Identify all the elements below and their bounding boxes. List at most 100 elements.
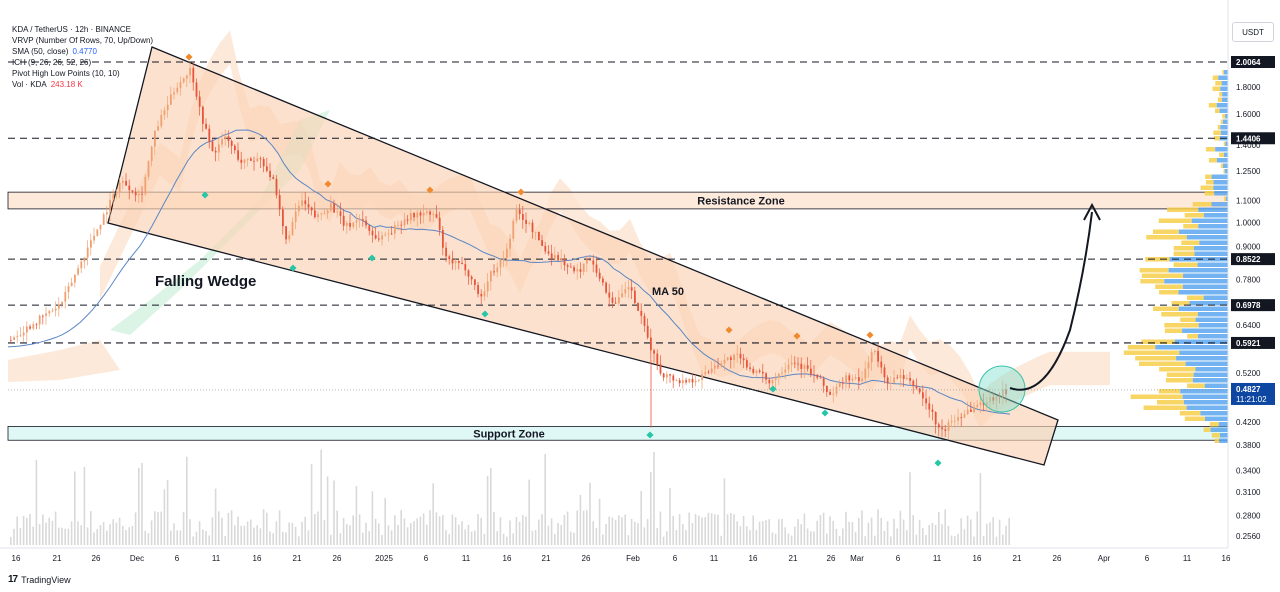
volume-bar (672, 515, 674, 545)
x-tick-label: 16 (12, 554, 21, 563)
candle-body (221, 139, 223, 145)
candle-body (275, 178, 278, 196)
volume-bar (349, 525, 351, 545)
projection-arrow (1009, 211, 1093, 391)
currency-button[interactable]: USDT (1232, 22, 1274, 42)
candle-body (592, 260, 595, 265)
pivot-high-marker (185, 53, 193, 61)
volume-bar (218, 511, 220, 545)
volume-bar (352, 515, 354, 545)
volume-bar (861, 510, 863, 545)
symbol-line[interactable]: KDA / TetherUS · 12h · BINANCE (12, 25, 132, 34)
candle-body (96, 229, 99, 236)
volume-bar (480, 517, 482, 545)
volume-bar (525, 516, 527, 545)
volume-bar (422, 513, 425, 545)
vrvp-up-bar (1198, 224, 1228, 229)
candle-body (813, 374, 815, 376)
volume-bar (733, 514, 735, 545)
x-tick-label: 26 (333, 554, 342, 563)
candle-body (586, 259, 588, 264)
volume-bar (477, 514, 479, 545)
volume-bar (902, 519, 905, 545)
vrvp-up-bar (1222, 163, 1228, 168)
volume-bar (838, 536, 841, 545)
candle-body (230, 141, 233, 146)
volume-bar (880, 518, 882, 545)
volume-bar (950, 535, 953, 545)
vrvp-line[interactable]: VRVP (Number Of Rows, 70, Up/Down) (12, 36, 154, 45)
ichimoku-line[interactable]: ICH (9, 26, 26, 52, 26) (12, 58, 92, 67)
volume-bar (605, 523, 607, 545)
candle-body (995, 396, 998, 401)
candle-body (954, 420, 956, 422)
pivot-line[interactable]: Pivot High Low Points (10, 10) (12, 69, 120, 78)
candle-body (845, 375, 847, 383)
candle-body (323, 213, 326, 215)
volume-bar (557, 523, 559, 545)
candle-body (77, 268, 79, 275)
vrvp-up-bar (1220, 86, 1228, 91)
tradingview-logo[interactable]: 17 TradingView (8, 574, 71, 585)
volume-bar (624, 514, 626, 545)
candle-body (166, 104, 169, 111)
volume-bar (333, 480, 335, 545)
volume-bar (336, 510, 338, 545)
volume-bar (970, 519, 972, 545)
vrvp-up-bar (1186, 405, 1228, 410)
candle-body (426, 211, 428, 213)
vrvp-down-bar (1219, 92, 1223, 97)
volume-bar (784, 527, 786, 545)
vrvp-up-bar (1193, 372, 1228, 377)
candle-body (406, 219, 409, 221)
vrvp-down-bar (1205, 180, 1214, 185)
volume-bar (848, 521, 850, 545)
vrvp-down-bar (1159, 290, 1179, 295)
vrvp-down-bar (1152, 229, 1179, 234)
vrvp-down-bar (1209, 422, 1219, 427)
volume-bar (771, 532, 774, 545)
candle-body (381, 235, 383, 240)
candle-body (432, 214, 435, 215)
vrvp-down-bar (1212, 75, 1219, 80)
pivot-low-marker (481, 310, 489, 318)
annotations: Falling Wedge MA 50 (155, 202, 1101, 413)
volume-bar (973, 536, 975, 545)
vrvp-up-bar (1222, 119, 1228, 124)
candle-body (29, 326, 31, 329)
volume-bar (816, 520, 818, 545)
candle-body (835, 386, 838, 394)
volume-bar (54, 511, 57, 545)
candle-body (506, 248, 508, 258)
sma-line[interactable]: SMA (50, close) 0.4770 (12, 46, 153, 57)
vrvp-down-bar (1208, 158, 1217, 163)
candle-body (957, 417, 959, 421)
volume-bar (214, 488, 217, 545)
candle-body (410, 213, 412, 221)
volume-bar (416, 518, 418, 545)
candle-body (294, 211, 297, 222)
vrvp-up-bar (1219, 438, 1228, 443)
candle-body (1002, 389, 1004, 397)
volume-bar (230, 510, 233, 545)
vrvp-down-bar (1156, 400, 1184, 405)
volume-bar (813, 531, 815, 545)
candle-body (893, 377, 895, 383)
volume-line[interactable]: Vol · KDA 243.18 K (12, 79, 153, 90)
sma-value: 0.4770 (72, 47, 97, 56)
candle-body (842, 382, 844, 384)
volume-bar (141, 462, 143, 545)
candle-body (630, 287, 633, 291)
candle-body (259, 158, 262, 160)
vrvp-down-bar (1141, 339, 1175, 344)
volume-bar (109, 524, 111, 545)
candle-body (442, 229, 444, 248)
volume-bar (499, 517, 502, 545)
candle-body (218, 144, 220, 153)
y-tick-label: 0.7800 (1236, 275, 1261, 284)
volume-bar (598, 498, 601, 545)
volume-bar (928, 524, 930, 545)
volume-bar (294, 526, 297, 545)
candle-body (637, 302, 639, 311)
